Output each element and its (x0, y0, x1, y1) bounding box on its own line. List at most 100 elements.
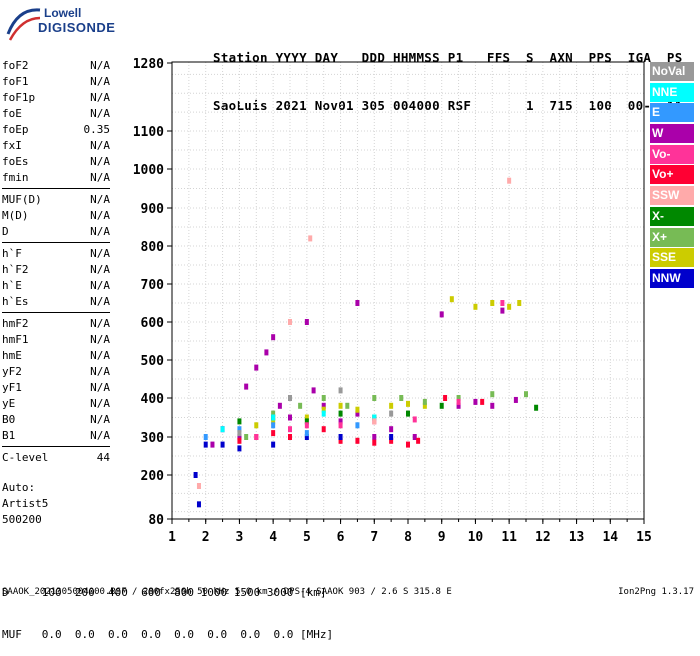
data-point (449, 296, 454, 303)
data-point (355, 437, 360, 444)
data-point (237, 426, 242, 433)
series-sse (254, 296, 522, 429)
param-name: C-level (2, 451, 49, 464)
logo-swoosh-icon (6, 8, 41, 41)
param-value: N/A (90, 225, 110, 238)
data-point (321, 402, 326, 409)
param-row: yF2 N/A (2, 364, 110, 380)
muf-row: MUF 0.0 0.0 0.0 0.0 0.0 0.0 0.0 0.0 [MHz… (2, 628, 334, 641)
param-row: fmin N/A (2, 170, 110, 186)
data-point (271, 418, 276, 425)
data-point (304, 418, 309, 425)
data-point (298, 402, 303, 409)
distance-row: D 100 200 400 600 800 1000 1500 3000 [km… (2, 586, 327, 599)
y-tick-label: 1000 (133, 163, 164, 178)
software-version: Ion2Png 1.3.17 (618, 587, 694, 597)
data-point (355, 422, 360, 429)
y-tick-label: 800 (141, 240, 165, 255)
data-point (406, 441, 410, 448)
data-point (321, 395, 326, 401)
param-row: hmE N/A (2, 348, 110, 364)
data-point (534, 404, 539, 411)
param-name: foE (2, 107, 22, 120)
data-point (237, 437, 242, 444)
data-point (196, 501, 201, 508)
data-point (244, 434, 249, 440)
x-tick-label: 6 (337, 530, 345, 545)
y-tick-label: 700 (141, 278, 165, 293)
param-value: N/A (90, 155, 110, 168)
data-point (513, 396, 518, 403)
data-point (443, 395, 448, 401)
legend-item: NoVal (650, 62, 694, 81)
param-row: hmF2 N/A (2, 316, 110, 332)
data-point (220, 426, 225, 433)
data-point (304, 430, 309, 437)
param-separator (2, 446, 110, 447)
data-point (456, 395, 461, 401)
param-name: fxI (2, 139, 22, 152)
param-value: 0.35 (83, 123, 111, 136)
legend-item: W (650, 124, 694, 144)
data-point (338, 437, 343, 444)
data-point (412, 434, 417, 440)
param-value: N/A (90, 381, 110, 394)
param-row: foF1p N/A (2, 90, 110, 106)
param-row: foF1 N/A (2, 74, 110, 90)
param-value: N/A (90, 279, 110, 292)
data-point (406, 400, 410, 407)
data-point (210, 441, 215, 448)
y-tick-label: 400 (141, 392, 165, 407)
param-value: N/A (90, 263, 110, 276)
data-point (389, 402, 394, 409)
param-name: B1 (2, 429, 16, 442)
param-row: foF2 N/A (2, 58, 110, 74)
x-tick-label: 3 (236, 530, 244, 545)
x-tick-label: 15 (636, 530, 652, 545)
data-point (416, 437, 421, 444)
param-name: h`Es (2, 295, 29, 308)
param-value: N/A (90, 397, 110, 410)
param-row: h`E N/A (2, 278, 110, 294)
data-point (480, 398, 485, 405)
x-tick-label: 13 (569, 530, 585, 545)
param-row: B1 N/A (2, 428, 110, 444)
data-point (399, 395, 404, 401)
data-point (220, 441, 225, 448)
x-tick-label: 9 (438, 530, 446, 545)
data-point (439, 402, 444, 409)
series-nnw (193, 434, 394, 508)
param-value: N/A (90, 413, 110, 426)
station-header: Station YYYY DAY DDD HHMMSS P1 FFS S AXN… (213, 18, 683, 130)
param-name: hmE (2, 349, 22, 362)
y-tick-label: 300 (141, 431, 165, 446)
data-point (304, 434, 309, 440)
data-point (355, 410, 360, 417)
param-row: C-level 44 (2, 450, 110, 466)
ionogram-chart: 1 2 3 4 5 6 7 8 9 10 11 12 13 14 158020030040050060070… (133, 57, 652, 545)
data-point (372, 395, 377, 401)
y-tick-label: 900 (141, 202, 165, 217)
data-point (389, 410, 394, 417)
param-name: h`F2 (2, 263, 29, 276)
data-point (237, 434, 242, 440)
param-value: N/A (90, 139, 110, 152)
param-name: foEs (2, 155, 29, 168)
legend-item: Vo+ (650, 165, 694, 185)
x-tick-label: 14 (602, 530, 618, 545)
series-w (210, 300, 518, 448)
param-name: D (2, 225, 9, 238)
data-point (203, 434, 208, 440)
polarization-legend: NoVal NNE E W Vo- Vo+ SSW X- X+ SSE NNW (650, 62, 694, 290)
param-value: N/A (90, 209, 110, 222)
data-point (338, 410, 343, 417)
x-tick-label: 7 (370, 530, 378, 545)
file-info-footer: SAAOK_2021305004000.RSF / 280fx256h 50 k… (2, 587, 452, 597)
data-point (321, 410, 326, 417)
auto-code: 500200 (2, 513, 42, 526)
legend-item: Vo- (650, 144, 694, 164)
param-name: foF1 (2, 75, 29, 88)
x-tick-label: 1 (168, 530, 176, 545)
param-value: N/A (90, 349, 110, 362)
param-value: N/A (90, 317, 110, 330)
